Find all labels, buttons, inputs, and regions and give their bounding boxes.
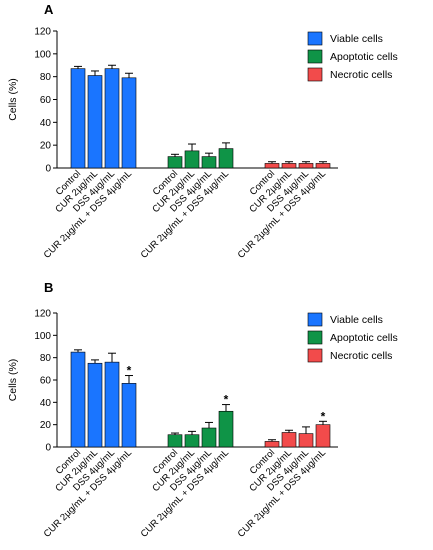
legend-swatch bbox=[307, 312, 323, 327]
bar bbox=[298, 433, 314, 448]
legend-label: Viable cells bbox=[330, 314, 383, 326]
y-tick-label: 0 bbox=[45, 443, 51, 454]
legend-swatch bbox=[307, 330, 323, 345]
bar bbox=[70, 68, 86, 169]
legend-swatch bbox=[307, 67, 323, 82]
legend-swatch bbox=[307, 49, 323, 64]
bar bbox=[298, 163, 314, 169]
bar bbox=[87, 362, 103, 448]
legend-label: Necrotic cells bbox=[330, 69, 392, 81]
bar bbox=[87, 75, 103, 169]
bar bbox=[184, 434, 200, 448]
y-axis-label: Cells (%) bbox=[7, 359, 19, 402]
y-tick-label: 120 bbox=[34, 309, 51, 320]
y-tick-label: 20 bbox=[40, 141, 52, 152]
bar bbox=[121, 383, 137, 448]
legend-label: Viable cells bbox=[330, 33, 383, 45]
bar bbox=[281, 432, 297, 448]
bar bbox=[264, 163, 280, 169]
bar bbox=[218, 410, 234, 448]
legend-swatch bbox=[307, 31, 323, 46]
bar bbox=[218, 148, 234, 169]
significance-marker: * bbox=[127, 364, 132, 378]
bar bbox=[104, 361, 120, 448]
panel-label: B bbox=[44, 280, 53, 295]
bar bbox=[167, 156, 183, 169]
bar bbox=[201, 156, 217, 169]
y-tick-label: 100 bbox=[34, 331, 51, 342]
bar bbox=[167, 434, 183, 448]
legend-label: Apoptotic cells bbox=[330, 51, 398, 63]
bar bbox=[315, 163, 331, 169]
significance-marker: * bbox=[224, 393, 229, 407]
legend: Viable cells Apoptotic cells Necrotic cell… bbox=[307, 31, 398, 82]
legend-label: Apoptotic cells bbox=[330, 332, 398, 344]
bar bbox=[70, 351, 86, 448]
panel-label: A bbox=[44, 2, 54, 17]
y-tick-label: 40 bbox=[40, 398, 52, 409]
y-tick-label: 120 bbox=[34, 27, 51, 38]
bar bbox=[104, 68, 120, 169]
y-tick-label: 60 bbox=[40, 376, 52, 387]
y-tick-label: 20 bbox=[40, 420, 52, 431]
bar bbox=[201, 427, 217, 448]
bar bbox=[264, 441, 280, 448]
legend-swatch bbox=[307, 348, 323, 363]
y-tick-label: 80 bbox=[40, 353, 52, 364]
y-tick-label: 40 bbox=[40, 118, 52, 129]
significance-marker: * bbox=[321, 409, 326, 423]
y-axis-label: Cells (%) bbox=[7, 78, 19, 121]
bar bbox=[121, 77, 137, 169]
y-tick-label: 80 bbox=[40, 72, 52, 83]
y-tick-label: 0 bbox=[45, 164, 51, 175]
bar bbox=[315, 424, 331, 448]
legend-label: Necrotic cells bbox=[330, 350, 392, 362]
y-tick-label: 60 bbox=[40, 95, 52, 106]
y-tick-label: 100 bbox=[34, 49, 51, 60]
bar bbox=[281, 163, 297, 169]
legend: Viable cells Apoptotic cells Necrotic cell… bbox=[307, 312, 398, 363]
bar bbox=[184, 150, 200, 169]
